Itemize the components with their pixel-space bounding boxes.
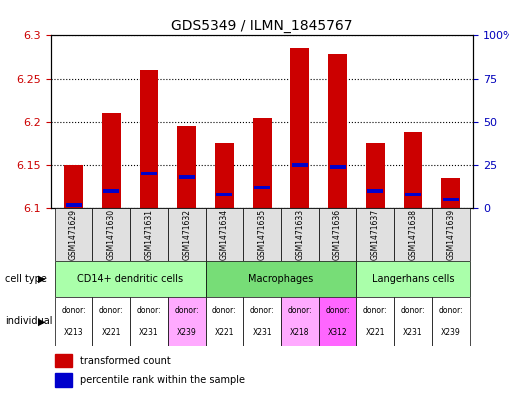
Bar xyxy=(292,163,308,167)
Text: donor:: donor: xyxy=(438,306,463,315)
Bar xyxy=(55,354,72,367)
Text: percentile rank within the sample: percentile rank within the sample xyxy=(80,375,245,386)
Text: donor:: donor: xyxy=(288,306,312,315)
Bar xyxy=(443,198,459,201)
FancyBboxPatch shape xyxy=(54,297,93,346)
FancyBboxPatch shape xyxy=(54,208,93,261)
Text: donor:: donor: xyxy=(325,306,350,315)
FancyBboxPatch shape xyxy=(93,297,130,346)
Text: X239: X239 xyxy=(441,328,461,336)
FancyBboxPatch shape xyxy=(54,261,206,297)
Bar xyxy=(102,113,121,208)
FancyBboxPatch shape xyxy=(206,208,243,261)
Bar xyxy=(141,172,157,175)
Bar xyxy=(179,175,195,179)
FancyBboxPatch shape xyxy=(319,208,356,261)
Text: GSM1471629: GSM1471629 xyxy=(69,209,78,260)
FancyBboxPatch shape xyxy=(93,208,130,261)
FancyBboxPatch shape xyxy=(394,208,432,261)
Bar xyxy=(441,178,460,208)
Text: GSM1471637: GSM1471637 xyxy=(371,209,380,261)
Text: Langerhans cells: Langerhans cells xyxy=(372,274,454,284)
Bar xyxy=(366,143,385,208)
FancyBboxPatch shape xyxy=(206,297,243,346)
Text: X218: X218 xyxy=(290,328,309,336)
Bar xyxy=(215,143,234,208)
Bar xyxy=(329,165,346,169)
Text: GSM1471631: GSM1471631 xyxy=(145,209,154,260)
Bar xyxy=(405,193,421,196)
Text: cell type: cell type xyxy=(5,274,47,284)
Text: GSM1471638: GSM1471638 xyxy=(409,209,417,260)
Bar xyxy=(328,54,347,208)
Text: GSM1471634: GSM1471634 xyxy=(220,209,229,261)
Text: donor:: donor: xyxy=(212,306,237,315)
Text: Macrophages: Macrophages xyxy=(248,274,314,284)
Bar xyxy=(367,189,383,193)
FancyBboxPatch shape xyxy=(130,297,168,346)
Bar xyxy=(66,203,81,207)
FancyBboxPatch shape xyxy=(243,208,281,261)
FancyBboxPatch shape xyxy=(168,208,206,261)
FancyBboxPatch shape xyxy=(243,297,281,346)
Bar xyxy=(216,193,233,196)
Bar xyxy=(55,373,72,387)
Text: GSM1471632: GSM1471632 xyxy=(182,209,191,260)
Text: donor:: donor: xyxy=(401,306,426,315)
FancyBboxPatch shape xyxy=(394,297,432,346)
FancyBboxPatch shape xyxy=(319,297,356,346)
Text: GSM1471635: GSM1471635 xyxy=(258,209,267,261)
Text: X221: X221 xyxy=(365,328,385,336)
Bar xyxy=(139,70,158,208)
FancyBboxPatch shape xyxy=(432,297,470,346)
Text: X221: X221 xyxy=(215,328,234,336)
Bar xyxy=(177,126,196,208)
Bar xyxy=(252,118,272,208)
Text: donor:: donor: xyxy=(175,306,199,315)
FancyBboxPatch shape xyxy=(356,208,394,261)
Text: X312: X312 xyxy=(328,328,347,336)
FancyBboxPatch shape xyxy=(356,261,470,297)
Text: donor:: donor: xyxy=(61,306,86,315)
Text: GSM1471633: GSM1471633 xyxy=(295,209,304,261)
Bar xyxy=(291,48,309,208)
FancyBboxPatch shape xyxy=(356,297,394,346)
Bar xyxy=(254,186,270,189)
Text: X231: X231 xyxy=(252,328,272,336)
Text: individual: individual xyxy=(5,316,52,326)
Text: donor:: donor: xyxy=(99,306,124,315)
Text: donor:: donor: xyxy=(250,306,274,315)
Text: X231: X231 xyxy=(139,328,159,336)
Text: GSM1471639: GSM1471639 xyxy=(446,209,455,261)
Text: GSM1471630: GSM1471630 xyxy=(107,209,116,261)
Text: CD14+ dendritic cells: CD14+ dendritic cells xyxy=(77,274,183,284)
Text: X221: X221 xyxy=(101,328,121,336)
FancyBboxPatch shape xyxy=(432,208,470,261)
Text: GSM1471636: GSM1471636 xyxy=(333,209,342,261)
Bar xyxy=(64,165,83,208)
Title: GDS5349 / ILMN_1845767: GDS5349 / ILMN_1845767 xyxy=(172,19,353,33)
Text: X239: X239 xyxy=(177,328,196,336)
Text: X231: X231 xyxy=(403,328,423,336)
FancyBboxPatch shape xyxy=(206,261,356,297)
Text: transformed count: transformed count xyxy=(80,356,171,366)
FancyBboxPatch shape xyxy=(168,297,206,346)
FancyBboxPatch shape xyxy=(130,208,168,261)
Text: donor:: donor: xyxy=(136,306,161,315)
FancyBboxPatch shape xyxy=(281,208,319,261)
FancyBboxPatch shape xyxy=(281,297,319,346)
Bar xyxy=(404,132,422,208)
Text: ▶: ▶ xyxy=(38,316,45,326)
Bar xyxy=(103,189,119,193)
Text: X213: X213 xyxy=(64,328,83,336)
Text: ▶: ▶ xyxy=(38,274,45,284)
Text: donor:: donor: xyxy=(363,306,388,315)
